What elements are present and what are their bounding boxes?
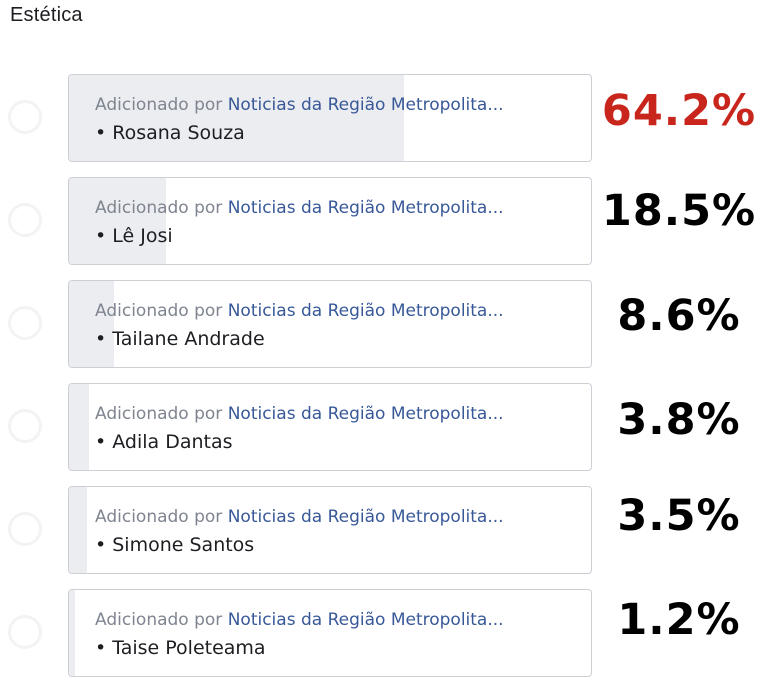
vote-share-bar [69,487,88,573]
added-by-prefix: Adicionado por [95,610,223,630]
added-by-prefix: Adicionado por [95,95,223,115]
added-by-line: Adicionado por Noticias da Região Metrop… [95,299,571,323]
added-by-prefix: Adicionado por [95,198,223,218]
added-by-page-link[interactable]: Noticias da Região Metropolita... [227,301,504,321]
poll-option-1[interactable]: Adicionado por Noticias da Região Metrop… [68,74,592,162]
vote-percentage: 64.2% [601,86,757,136]
added-by-line: Adicionado por Noticias da Região Metrop… [95,505,571,529]
vote-percentage: 3.8% [617,395,741,445]
added-by-line: Adicionado por Noticias da Região Metrop… [95,93,571,117]
poll-title: Estética [10,4,83,26]
added-by-page-link[interactable]: Noticias da Região Metropolita... [227,95,504,115]
poll-option-4[interactable]: Adicionado por Noticias da Região Metrop… [68,383,592,471]
vote-share-bar [69,75,405,161]
added-by-page-link[interactable]: Noticias da Região Metropolita... [227,610,504,630]
poll-option-6[interactable]: Adicionado por Noticias da Região Metrop… [68,589,592,677]
option-content: Adicionado por Noticias da Região Metrop… [95,299,571,354]
option-label: • Taise Poleteama [95,637,266,659]
added-by-prefix: Adicionado por [95,507,223,527]
vote-percentage: 1.2% [617,595,741,645]
option-content: Adicionado por Noticias da Região Metrop… [95,196,571,251]
option-label: • Lê Josi [95,225,173,247]
option-content: Adicionado por Noticias da Região Metrop… [95,402,571,457]
added-by-prefix: Adicionado por [95,301,223,321]
added-by-page-link[interactable]: Noticias da Região Metropolita... [227,404,504,424]
radio-button-2[interactable] [8,203,42,237]
radio-button-6[interactable] [8,615,42,649]
added-by-line: Adicionado por Noticias da Região Metrop… [95,608,571,632]
poll-option-3[interactable]: Adicionado por Noticias da Região Metrop… [68,280,592,368]
vote-share-bar [69,281,114,367]
poll-option-2[interactable]: Adicionado por Noticias da Região Metrop… [68,177,592,265]
option-content: Adicionado por Noticias da Região Metrop… [95,505,571,560]
option-label: • Rosana Souza [95,122,245,144]
option-label: • Adila Dantas [95,431,233,453]
option-label: • Tailane Andrade [95,328,265,350]
vote-share-bar [69,384,89,470]
added-by-line: Adicionado por Noticias da Região Metrop… [95,196,571,220]
radio-button-3[interactable] [8,306,42,340]
radio-button-1[interactable] [8,100,42,134]
radio-button-4[interactable] [8,409,42,443]
added-by-prefix: Adicionado por [95,404,223,424]
added-by-page-link[interactable]: Noticias da Região Metropolita... [227,198,504,218]
added-by-page-link[interactable]: Noticias da Região Metropolita... [227,507,504,527]
vote-share-bar [69,178,166,264]
vote-share-bar [69,590,76,676]
option-content: Adicionado por Noticias da Região Metrop… [95,608,571,663]
added-by-line: Adicionado por Noticias da Região Metrop… [95,402,571,426]
radio-button-5[interactable] [8,512,42,546]
vote-percentage: 8.6% [617,291,741,341]
option-label: • Simone Santos [95,534,255,556]
option-content: Adicionado por Noticias da Região Metrop… [95,93,571,148]
vote-percentage: 3.5% [617,491,741,541]
poll-option-5[interactable]: Adicionado por Noticias da Região Metrop… [68,486,592,574]
vote-percentage: 18.5% [601,186,757,236]
